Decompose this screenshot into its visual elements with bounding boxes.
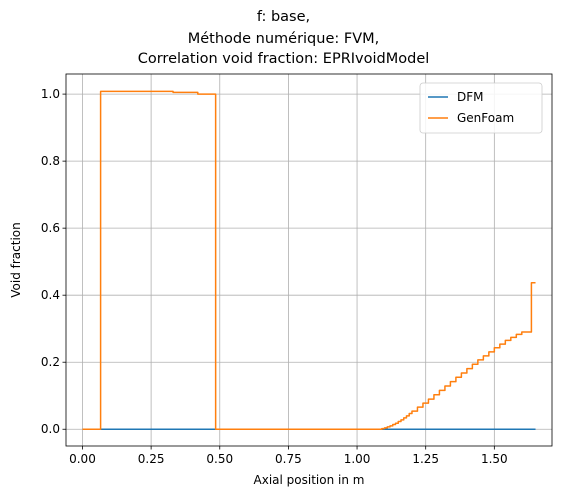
plot-series [82, 90, 536, 430]
y-tick-label: 0.8 [41, 154, 60, 168]
x-tick-label: 0.50 [206, 452, 233, 466]
chart-title-line-2: Méthode numérique: FVM, [187, 31, 380, 47]
y-tick-label: 1.0 [41, 87, 60, 101]
legend-label-dfm: DFM [457, 90, 484, 104]
x-axis-label: Axial position in m [254, 473, 365, 487]
x-tick-label: 1.25 [412, 452, 439, 466]
legend-label-genfoam: GenFoam [457, 111, 514, 125]
chart-title-line-1: f: base, [256, 9, 311, 25]
x-tick-label: 0.00 [69, 452, 96, 466]
x-tick-label: 0.75 [275, 452, 302, 466]
x-tick-label: 0.25 [138, 452, 165, 466]
x-axis-ticks: 0.00 0.25 0.50 0.75 1.00 1.25 1.50 [69, 446, 508, 466]
x-tick-label: 1.50 [481, 452, 508, 466]
legend: DFM GenFoam [419, 82, 543, 134]
plot-frame [65, 73, 553, 447]
chart-title-line-3: Correlation void fraction: EPRIvoidModel [137, 51, 430, 67]
y-axis-label: Void fraction [9, 222, 23, 297]
y-tick-label: 0.2 [41, 355, 60, 369]
y-tick-label: 0.6 [41, 221, 60, 235]
y-axis-ticks: 0.0 0.2 0.4 0.6 0.8 1.0 [41, 87, 66, 436]
legend-box [419, 82, 543, 134]
series-line-genfoam [82, 90, 536, 430]
y-tick-label: 0.0 [41, 422, 60, 436]
y-tick-label: 0.4 [41, 288, 60, 302]
x-tick-label: 1.00 [344, 452, 371, 466]
